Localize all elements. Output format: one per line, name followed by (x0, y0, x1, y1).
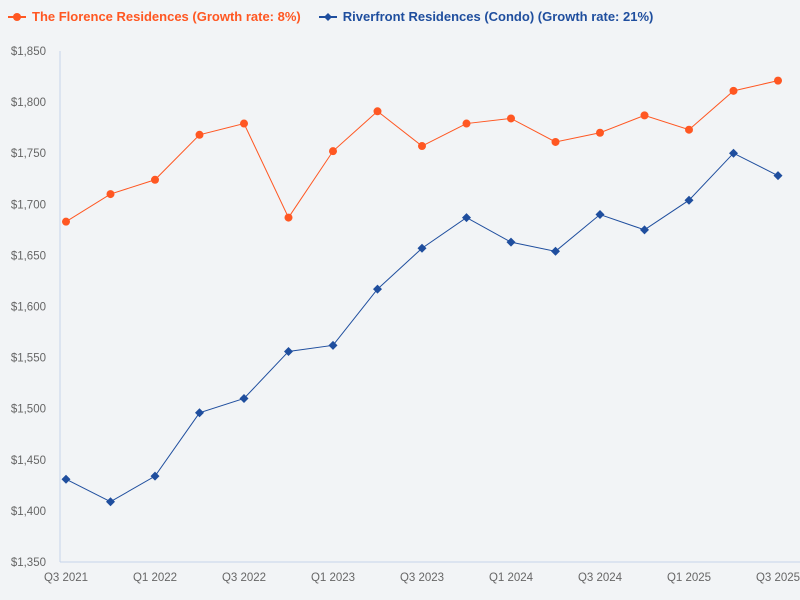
legend-label: The Florence Residences (Growth rate: 8%… (32, 9, 301, 24)
diamond-marker-icon (318, 12, 337, 21)
data-point (729, 86, 738, 95)
data-point (62, 217, 70, 226)
data-point (240, 119, 248, 128)
data-point (373, 107, 382, 116)
x-tick-label: Q1 2025 (667, 572, 711, 584)
data-point (284, 346, 293, 356)
x-tick-label: Q3 2023 (400, 572, 444, 584)
y-tick-label: $1,850 (11, 46, 46, 58)
x-tick-label: Q3 2022 (222, 572, 266, 584)
y-tick-label: $1,750 (11, 148, 46, 160)
y-tick-label: $1,700 (11, 199, 46, 211)
x-tick-label: Q1 2024 (489, 572, 534, 584)
data-point (773, 171, 783, 181)
x-tick-label: Q3 2025 (756, 572, 800, 584)
data-point (150, 471, 160, 481)
x-tick-label: Q3 2024 (578, 572, 623, 584)
data-point (151, 175, 159, 184)
data-point (684, 195, 694, 205)
x-tick-label: Q3 2021 (44, 572, 88, 584)
data-point (551, 246, 560, 256)
y-tick-label: $1,400 (11, 506, 46, 518)
data-point (685, 125, 693, 134)
data-point (373, 284, 382, 294)
data-point (551, 137, 560, 146)
legend-label: Riverfront Residences (Condo) (Growth ra… (342, 9, 654, 24)
data-point (729, 148, 738, 158)
legend-item-florence[interactable]: The Florence Residences (Growth rate: 8%… (8, 9, 301, 24)
x-tick-label: Q1 2022 (133, 572, 177, 584)
legend: The Florence Residences (Growth rate: 8%… (8, 9, 653, 24)
y-tick-label: $1,800 (11, 97, 46, 109)
data-point (195, 130, 204, 139)
data-point (418, 142, 426, 151)
data-point (506, 237, 516, 247)
data-point (61, 474, 71, 484)
circle-marker-icon (8, 12, 26, 21)
data-point (106, 497, 115, 507)
x-tick-label: Q1 2023 (311, 572, 355, 584)
series-line (65, 152, 779, 503)
y-tick-label: $1,350 (11, 557, 46, 569)
series-1 (61, 148, 783, 507)
y-tick-label: $1,600 (11, 302, 46, 314)
data-point (462, 213, 471, 223)
y-tick-label: $1,650 (11, 250, 46, 262)
data-point (640, 111, 649, 120)
data-point (284, 213, 293, 222)
data-point (329, 147, 337, 156)
y-tick-label: $1,450 (11, 455, 46, 467)
series-line (65, 80, 779, 223)
data-point (417, 243, 427, 253)
data-point (640, 225, 649, 235)
data-point (195, 408, 204, 418)
data-point (106, 190, 115, 199)
y-tick-label: $1,550 (11, 353, 46, 365)
y-tick-label: $1,500 (11, 404, 46, 416)
series-0 (62, 76, 782, 226)
data-point (507, 114, 515, 123)
data-point (328, 340, 338, 350)
data-point (595, 210, 605, 220)
data-point (239, 393, 249, 403)
legend-item-riverfront[interactable]: Riverfront Residences (Condo) (Growth ra… (318, 9, 654, 24)
data-point (596, 128, 604, 137)
data-point (774, 76, 782, 85)
data-point (462, 119, 471, 128)
